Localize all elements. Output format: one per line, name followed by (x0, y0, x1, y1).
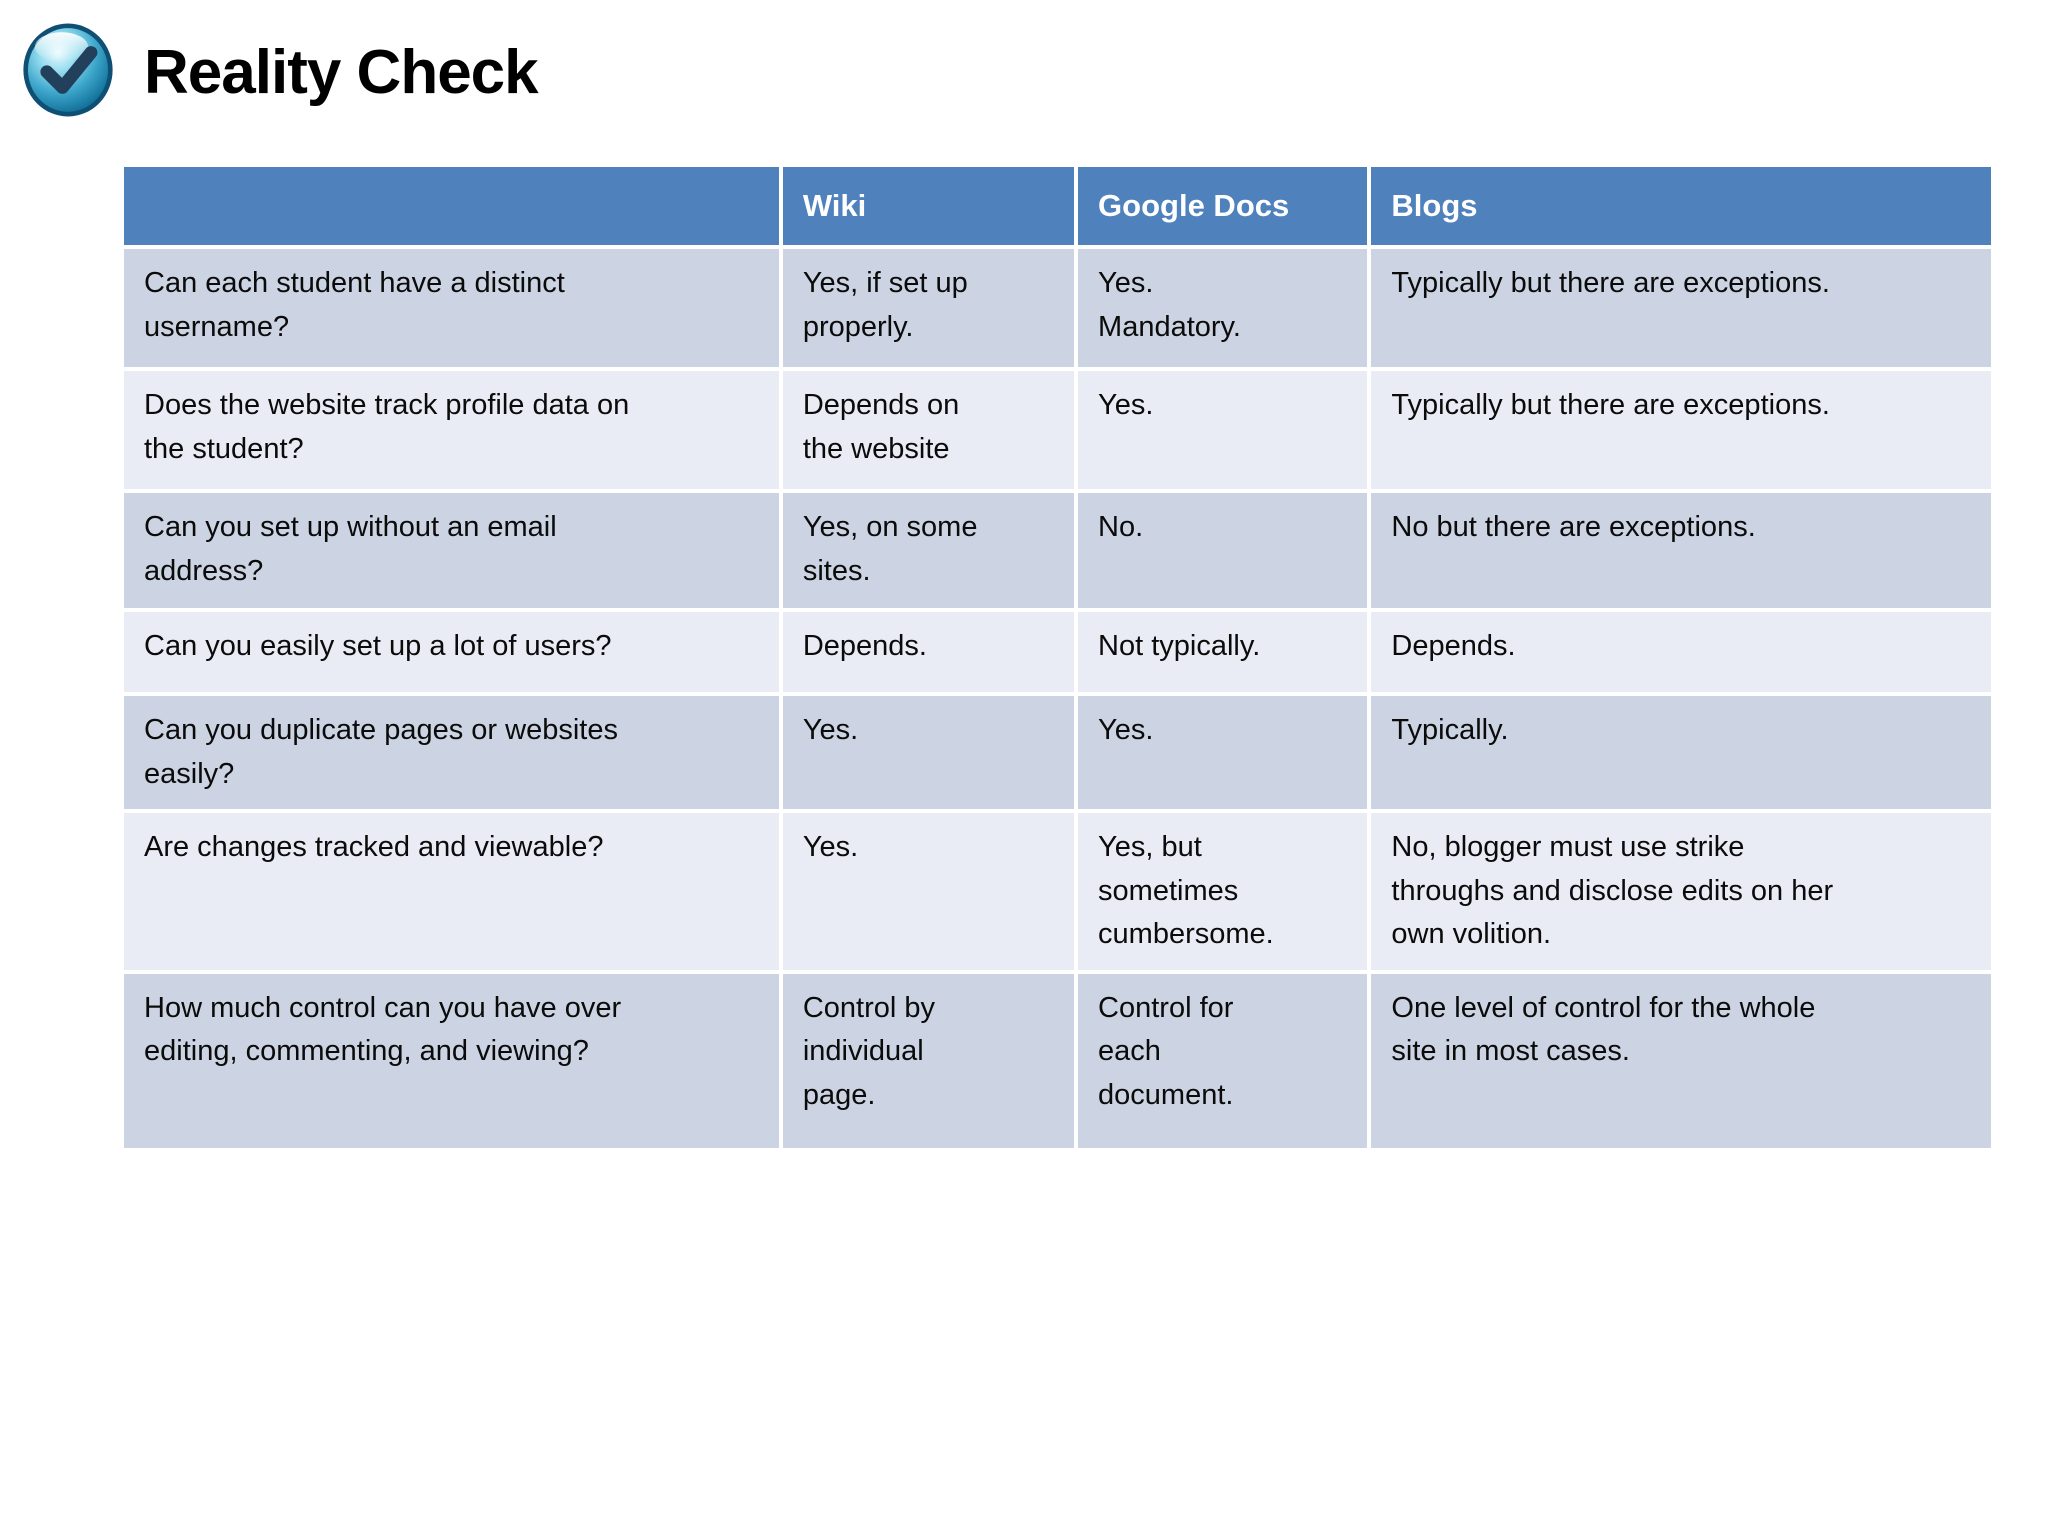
google-docs-cell: Not typically. (1078, 612, 1368, 692)
wiki-cell: Yes, if set up properly. (782, 249, 1075, 367)
blogs-cell: Depends. (1371, 612, 1991, 692)
question-cell: Can you set up without an email address? (124, 493, 779, 608)
table-row: Can you duplicate pages or websites easi… (124, 696, 1991, 809)
blogs-cell: No, blogger must use strike throughs and… (1371, 813, 1991, 970)
column-header-wiki: Wiki (782, 167, 1075, 245)
slide-header: Reality Check (22, 22, 539, 118)
blogs-cell: Typically but there are exceptions. (1371, 371, 1991, 489)
wiki-cell: Yes. (782, 813, 1075, 970)
google-docs-cell: Yes. (1078, 696, 1368, 809)
table-row: How much control can you have over editi… (124, 973, 1991, 1148)
wiki-cell: Depends. (782, 612, 1075, 692)
wiki-cell: Yes, on some sites. (782, 493, 1075, 608)
table-row: Can you easily set up a lot of users? De… (124, 612, 1991, 692)
blogs-cell: No but there are exceptions. (1371, 493, 1991, 608)
google-docs-cell: Yes, but sometimes cumbersome. (1078, 813, 1368, 970)
table-header-row: Wiki Google Docs Blogs (124, 167, 1991, 245)
table-row: Does the website track profile data on t… (124, 371, 1991, 489)
google-docs-cell: Yes. Mandatory. (1078, 249, 1368, 367)
question-cell: Can you duplicate pages or websites easi… (124, 696, 779, 809)
question-cell: Are changes tracked and viewable? (124, 813, 779, 970)
wiki-cell: Control by individual page. (782, 973, 1075, 1148)
question-cell: How much control can you have over editi… (124, 973, 779, 1148)
google-docs-cell: No. (1078, 493, 1368, 608)
check-badge-icon (23, 23, 113, 117)
wiki-cell: Depends on the website (782, 371, 1075, 489)
blogs-cell: Typically but there are exceptions. (1371, 249, 1991, 367)
table-row: Can you set up without an email address?… (124, 493, 1991, 608)
table-row: Can each student have a distinct usernam… (124, 249, 1991, 367)
column-header-google-docs: Google Docs (1078, 167, 1368, 245)
column-header-blogs: Blogs (1371, 167, 1991, 245)
blogs-cell: One level of control for the whole site … (1371, 973, 1991, 1148)
page-title: Reality Check (144, 38, 539, 107)
question-cell: Does the website track profile data on t… (124, 371, 779, 489)
google-docs-cell: Yes. (1078, 371, 1368, 489)
google-docs-cell: Control for each document. (1078, 973, 1368, 1148)
comparison-table: Wiki Google Docs Blogs Can each student … (120, 163, 1995, 1152)
table-row: Are changes tracked and viewable? Yes. Y… (124, 813, 1991, 970)
column-header-blank (124, 167, 779, 245)
question-cell: Can each student have a distinct usernam… (124, 249, 779, 367)
question-cell: Can you easily set up a lot of users? (124, 612, 779, 692)
blogs-cell: Typically. (1371, 696, 1991, 809)
wiki-cell: Yes. (782, 696, 1075, 809)
